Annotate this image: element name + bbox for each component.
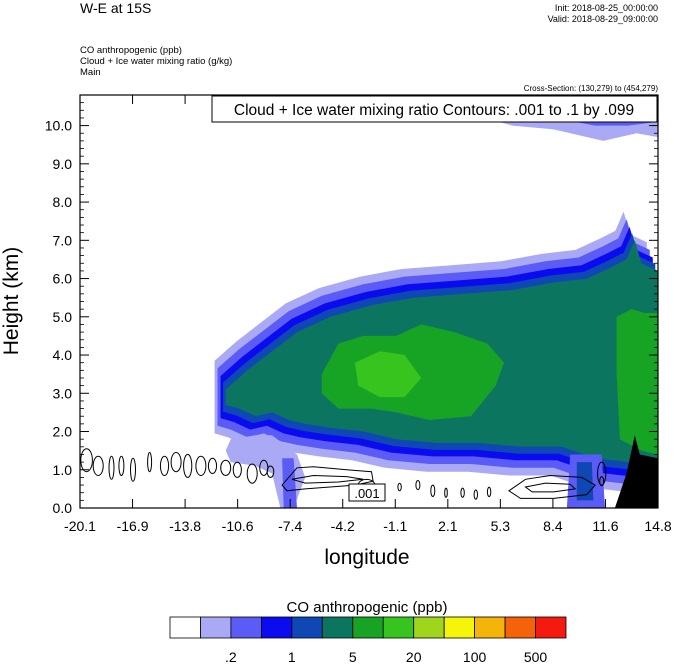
colorbar-swatch-7	[382, 616, 415, 639]
cloud-contour-11	[220, 459, 232, 476]
x-tick-label: 5.3	[491, 518, 511, 534]
y-tick-label: 6.0	[53, 271, 73, 287]
colorbar-swatch-9	[443, 616, 476, 639]
cloud-contour-20	[430, 484, 436, 497]
x-axis-label: longitude	[324, 546, 409, 569]
x-tick-label: -7.4	[278, 518, 302, 534]
field-caption-co: CO anthropogenic (ppb)	[80, 45, 182, 56]
colorbar-swatch-0	[169, 616, 201, 639]
valid-time: Valid: 2018-08-29_09:00:00	[547, 14, 658, 24]
y-tick-label: 4.0	[53, 347, 73, 363]
cloud-contour-15	[266, 465, 275, 478]
y-tick-label: 8.0	[53, 194, 73, 210]
colorbar-title: CO anthropogenic (ppb)	[287, 599, 448, 616]
cloud-contour-26	[599, 476, 605, 487]
cloud-contour-shape-0	[281, 466, 374, 492]
co-lower-column-2	[576, 462, 594, 501]
cloud-contour-10	[207, 457, 218, 474]
contour-label-box: .001	[348, 483, 386, 502]
x-tick-label: 2.1	[438, 518, 458, 534]
cloud-contour-13	[246, 463, 258, 484]
y-tick-label: 2.0	[53, 424, 73, 440]
colorbar-swatch-4	[291, 616, 323, 639]
colorbar-label: 100	[463, 649, 487, 665]
colorbar-swatch-6	[352, 616, 384, 639]
colorbar-swatch-3	[260, 616, 293, 639]
cloud-contour-21	[444, 487, 448, 498]
field-caption-main: Main	[80, 67, 101, 78]
colorbar-label: 500	[524, 649, 548, 665]
cloud-contour-shape-3	[524, 482, 577, 493]
cloud-contour-23	[473, 489, 478, 500]
y-tick-label: 7.0	[53, 232, 73, 248]
colorbar-swatch-11	[504, 616, 537, 639]
cloud-contour-25	[597, 461, 607, 486]
contour-info-box: Cloud + Ice water mixing ratio Contours:…	[211, 95, 658, 123]
x-tick-label: 8.4	[543, 518, 563, 534]
cross-section-label: Cross-Section: (130,279) to (454,279)	[523, 84, 658, 93]
cloud-contour-9	[195, 455, 207, 476]
x-tick-label: 14.8	[644, 518, 671, 534]
colorbar-swatch-2	[230, 616, 262, 639]
colorbar-swatch-12	[535, 616, 567, 639]
co-fill-layer	[214, 95, 658, 508]
co-green-patch-1	[616, 309, 658, 455]
colorbar-label: .2	[225, 649, 237, 665]
colorbar: .2 1 5 20 100 500	[169, 616, 567, 665]
field-caption-cloud: Cloud + Ice water mixing ratio (g/kg)	[80, 56, 233, 67]
cloud-contour-5	[147, 452, 153, 473]
x-tick-label: -4.2	[331, 518, 355, 534]
y-tick-label: 5.0	[53, 309, 73, 325]
x-tick-label: -1.1	[383, 518, 407, 534]
y-axis-label: Height (km)	[0, 247, 23, 356]
cloud-contour-shape-2	[508, 474, 596, 499]
x-tick-label: -16.9	[117, 518, 149, 534]
y-tick-label: 1.0	[53, 462, 73, 478]
colorbar-swatch-5	[321, 616, 354, 639]
x-tick-label: -13.8	[169, 518, 201, 534]
y-tick-label: 10.0	[45, 118, 72, 134]
x-tick-label: -20.1	[64, 518, 96, 534]
cloud-contour-3	[118, 455, 125, 476]
cloud-contour-2	[108, 455, 115, 480]
cloud-contour-24	[486, 486, 492, 497]
co-green-patch-2	[354, 351, 422, 398]
terrain	[614, 435, 658, 508]
colorbar-swatch-10	[474, 616, 506, 639]
co-lower-column-0	[282, 458, 297, 508]
x-tick-label: -10.6	[222, 518, 254, 534]
cloud-contour-19	[415, 480, 421, 491]
colorbar-swatch-8	[413, 616, 445, 639]
cloud-contour-12	[232, 461, 242, 478]
x-tick-label: 11.6	[592, 518, 618, 534]
colorbar-swatch-1	[200, 616, 232, 639]
cloud-contour-layer	[80, 448, 607, 500]
cloud-contour-7	[170, 452, 182, 473]
page-title: W-E at 15S	[80, 0, 152, 16]
axes: -20.1 -16.9 -13.8 -10.6 -7.4 -4.2 -1.1 2.1 5.3 8.…	[45, 94, 672, 534]
chart-title: Cloud + Ice water mixing ratio Contours:…	[234, 102, 634, 119]
colorbar-label: 20	[406, 649, 422, 665]
cloud-contour-4	[130, 457, 136, 482]
y-tick-label: 0.0	[53, 500, 73, 516]
contour-label: .001	[354, 486, 379, 501]
cloud-contour-6	[159, 455, 170, 476]
cloud-contour-1	[92, 455, 104, 476]
colorbar-label: 1	[288, 649, 296, 665]
cloud-contour-18	[397, 482, 402, 492]
cloud-contour-22	[460, 487, 465, 498]
colorbar-label: 5	[349, 649, 357, 665]
init-time: Init: 2018-08-25_00:00:00	[554, 3, 658, 13]
y-tick-label: 9.0	[53, 156, 73, 172]
cloud-contour-0	[80, 448, 93, 473]
cloud-contour-shape-1	[291, 474, 364, 484]
cloud-contour-8	[183, 453, 193, 478]
y-tick-label: 3.0	[53, 385, 73, 401]
